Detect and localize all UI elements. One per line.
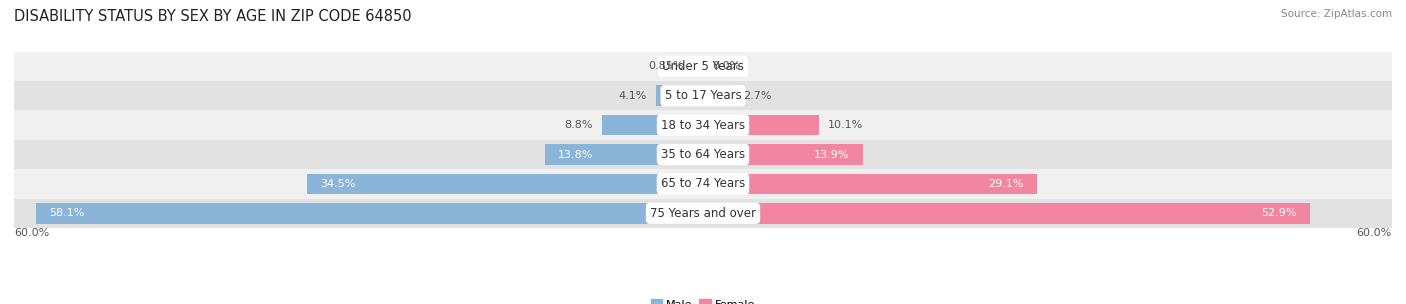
Bar [602,115,703,136]
Text: 4.1%: 4.1% [619,91,647,101]
Bar [14,110,1392,140]
Bar [14,140,1392,169]
Bar [14,199,1392,228]
Bar [657,85,703,106]
Text: 2.7%: 2.7% [744,91,772,101]
Text: 60.0%: 60.0% [1357,228,1392,238]
Text: 5 to 17 Years: 5 to 17 Years [665,89,741,102]
Text: 13.9%: 13.9% [814,150,849,160]
Bar [703,85,734,106]
Text: Under 5 Years: Under 5 Years [662,60,744,73]
Text: 0.85%: 0.85% [648,61,685,71]
Bar [703,174,1038,194]
Text: 18 to 34 Years: 18 to 34 Years [661,119,745,132]
Text: 75 Years and over: 75 Years and over [650,207,756,220]
Bar [703,115,818,136]
Text: 52.9%: 52.9% [1261,208,1296,218]
Bar [693,56,703,77]
Text: Source: ZipAtlas.com: Source: ZipAtlas.com [1281,9,1392,19]
Bar [703,144,863,165]
Bar [307,174,703,194]
Text: 0.0%: 0.0% [713,61,741,71]
Bar [37,203,703,224]
Text: 60.0%: 60.0% [14,228,49,238]
Text: 58.1%: 58.1% [49,208,84,218]
Text: 10.1%: 10.1% [828,120,863,130]
Text: 8.8%: 8.8% [564,120,593,130]
Text: 65 to 74 Years: 65 to 74 Years [661,178,745,190]
Text: 34.5%: 34.5% [321,179,356,189]
Bar [544,144,703,165]
Text: 35 to 64 Years: 35 to 64 Years [661,148,745,161]
Text: 29.1%: 29.1% [988,179,1024,189]
Legend: Male, Female: Male, Female [647,295,759,304]
Bar [14,81,1392,110]
Bar [703,203,1310,224]
Text: DISABILITY STATUS BY SEX BY AGE IN ZIP CODE 64850: DISABILITY STATUS BY SEX BY AGE IN ZIP C… [14,9,412,24]
Bar [14,169,1392,199]
Bar [14,52,1392,81]
Text: 13.8%: 13.8% [558,150,593,160]
